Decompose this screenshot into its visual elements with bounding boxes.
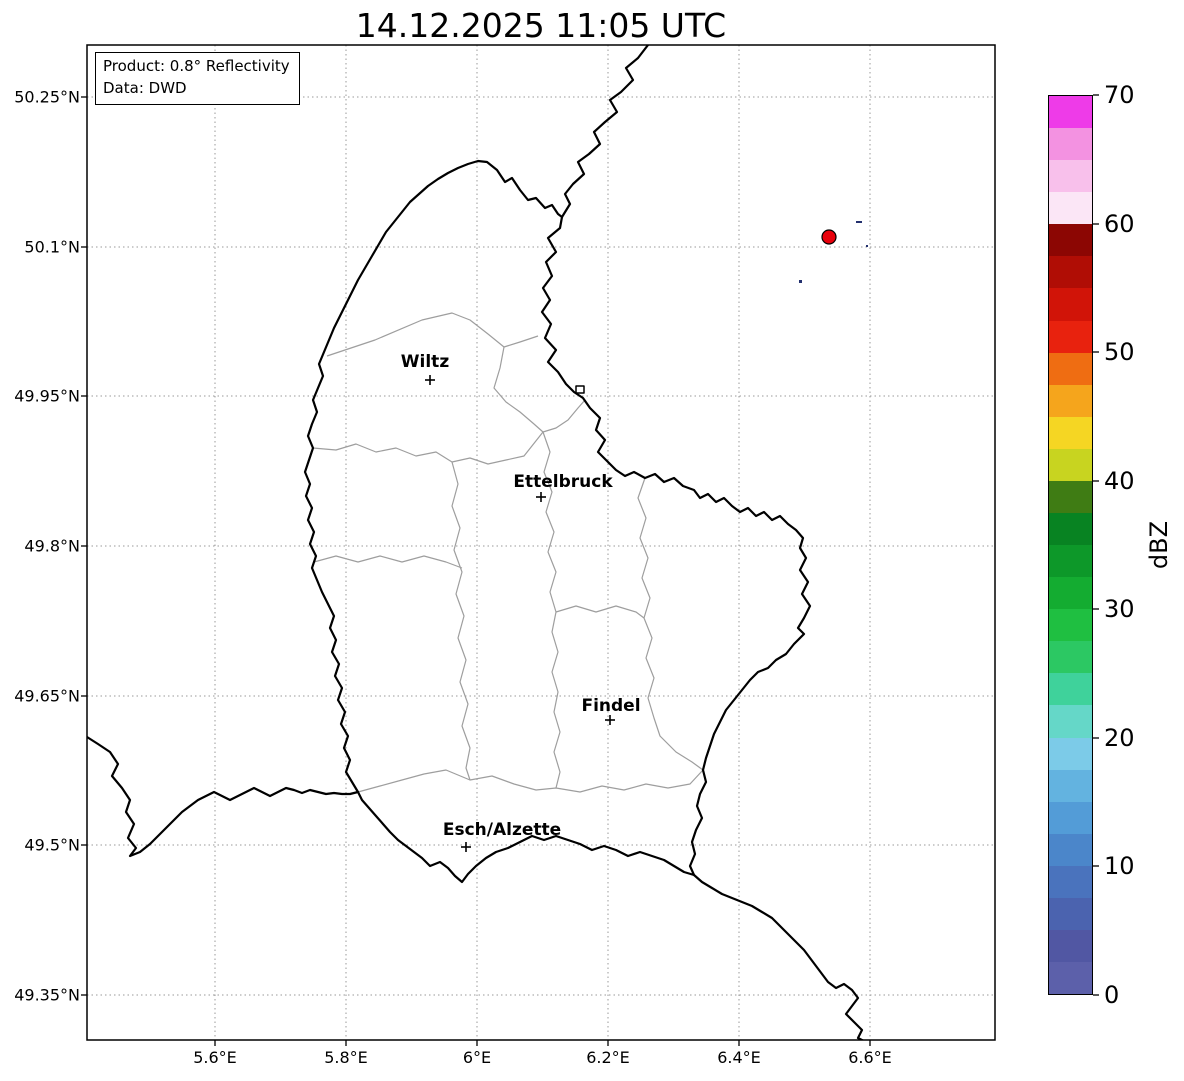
colorbar-segment [1049,288,1092,321]
colorbar-segment [1049,897,1092,931]
colorbar-segment [1049,352,1092,385]
info-source-line: Data: DWD [103,78,187,97]
axis-tick-marks [81,96,871,1046]
colorbar-segment [1049,480,1092,514]
colorbar-gradient [1049,96,1092,995]
city-markers [425,375,615,852]
colorbar-segment [1049,577,1092,610]
luxembourg-border [303,159,812,884]
echo-speck [799,280,802,283]
city-label-findel: Findel [581,696,641,716]
colorbar-segment [1049,160,1092,193]
colorbar-segment [1049,320,1092,353]
colorbar-tick-marks [1093,94,1099,996]
radar-site-dot [821,229,837,245]
x-tick-label: 5.6°E [193,1048,237,1067]
colorbar-segment [1049,641,1092,674]
colorbar-segment [1049,737,1092,770]
colorbar-tick-label: 30 [1104,595,1135,623]
y-tick-label: 49.65°N [14,686,80,706]
figure-title: 14.12.2025 11:05 UTC [355,6,727,45]
colorbar-segment [1049,769,1092,802]
plot-border [86,44,996,1041]
colorbar-segment [1049,416,1092,449]
colorbar-segment [1049,833,1092,866]
y-tick-label: 50.25°N [14,87,80,107]
colorbar-segment [1049,513,1092,546]
colorbar-segment [1049,384,1092,417]
x-tick-label: 6°E [462,1048,492,1067]
x-tick-label: 6.4°E [717,1048,761,1067]
city-marker-findel [605,715,615,725]
colorbar-segment [1049,192,1092,225]
colorbar-segment [1049,801,1092,834]
y-tick-label: 49.8°N [24,536,80,556]
colorbar-tick-label: 0 [1104,981,1120,1009]
city-label-esch-alzette: Esch/Alzette [442,820,562,840]
city-label-wiltz: Wiltz [400,352,450,372]
colorbar-tick-label: 60 [1104,210,1135,238]
colorbar-tick-label: 50 [1104,338,1135,366]
colorbar [1048,95,1093,995]
colorbar-segment [1049,96,1092,129]
colorbar-unit-label: dBZ [1145,520,1173,570]
colorbar-segment [1049,705,1092,738]
city-marker-ettelbruck [536,492,546,502]
colorbar-segment [1049,673,1092,706]
y-tick-label: 49.35°N [14,985,80,1005]
colorbar-tick-label: 20 [1104,724,1135,752]
colorbar-segment [1049,448,1092,481]
city-marker-esch-alzette [461,842,471,852]
colorbar-segment [1049,962,1092,995]
colorbar-segment [1049,545,1092,578]
y-tick-label: 49.95°N [14,386,80,406]
map-detail-square [575,385,585,394]
x-tick-label: 5.8°E [324,1048,368,1067]
colorbar-segment [1049,224,1092,257]
colorbar-tick-label: 10 [1104,852,1135,880]
echo-speck [866,245,868,247]
belgium-germany-border [560,45,650,219]
x-tick-label: 6.2°E [586,1048,630,1067]
weak-echoes [799,221,868,283]
info-product-line: Product: 0.8° Reflectivity [103,57,290,75]
info-box: Product: 0.8° Reflectivity Data: DWD [95,52,300,105]
france-belgium-border [87,735,360,858]
x-tick-label: 6.6°E [848,1048,892,1067]
colorbar-segment [1049,256,1092,289]
country-borders [87,45,865,1040]
colorbar-segment [1049,865,1092,898]
colorbar-segment [1049,930,1092,963]
germany-france-border [692,873,865,1040]
city-marker-wiltz [425,375,435,385]
colorbar-segment [1049,128,1092,161]
colorbar-tick-label: 70 [1104,81,1135,109]
colorbar-segment [1049,609,1092,642]
echo-speck [856,221,862,223]
grid-lines [87,45,995,1040]
y-tick-label: 50.1°N [24,237,80,257]
city-label-ettelbruck: Ettelbruck [513,472,613,492]
y-tick-label: 49.5°N [24,835,80,855]
region-borders [312,312,704,793]
colorbar-tick-label: 40 [1104,467,1135,495]
